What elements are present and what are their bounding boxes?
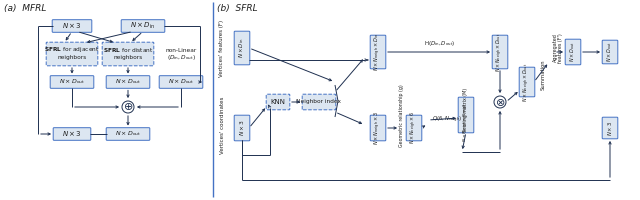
Text: $N \times N_{\rm neigh} \times D_{\rm in}$: $N \times N_{\rm neigh} \times D_{\rm in…: [373, 33, 383, 71]
Text: $N \times N_{\rm neigh} \times D_{\rm out}$: $N \times N_{\rm neigh} \times D_{\rm ou…: [522, 62, 532, 102]
FancyBboxPatch shape: [266, 94, 290, 110]
Text: $\otimes$: $\otimes$: [495, 97, 505, 108]
Text: $N \times N_{\rm neigh} \times D_{\rm out}$: $N \times N_{\rm neigh} \times D_{\rm ou…: [495, 32, 505, 72]
Text: $N \times D_{\rm out}$: $N \times D_{\rm out}$: [115, 78, 141, 86]
Text: $N \times 3$: $N \times 3$: [62, 21, 82, 30]
Text: $N \times 3$: $N \times 3$: [62, 130, 82, 138]
FancyBboxPatch shape: [53, 128, 91, 140]
Text: $N \times D_{\rm out}$: $N \times D_{\rm out}$: [568, 42, 577, 62]
Text: $N \times 3$: $N \times 3$: [238, 120, 246, 136]
Text: $\mathbf{SFRL}$ for adjacent: $\mathbf{SFRL}$ for adjacent: [44, 46, 100, 54]
Text: (b)  SFRL: (b) SFRL: [217, 4, 258, 13]
Text: Scoring matrix (M): Scoring matrix (M): [463, 88, 468, 132]
FancyBboxPatch shape: [602, 117, 618, 139]
FancyBboxPatch shape: [519, 67, 535, 97]
Text: $N \times D_{\rm in}$: $N \times D_{\rm in}$: [237, 38, 246, 58]
Text: Vertices' features (F): Vertices' features (F): [220, 19, 225, 77]
FancyBboxPatch shape: [106, 128, 150, 140]
Text: Vertices' coordinates: Vertices' coordinates: [220, 96, 225, 154]
FancyBboxPatch shape: [492, 35, 508, 69]
FancyBboxPatch shape: [458, 97, 474, 133]
Text: $\mathbf{SFRL}$ for distant: $\mathbf{SFRL}$ for distant: [103, 46, 153, 54]
Text: Summation: Summation: [541, 60, 545, 90]
Text: $N \times D_{\rm out}$: $N \times D_{\rm out}$: [605, 42, 614, 62]
Text: neighbors: neighbors: [113, 54, 143, 60]
Text: $\oplus$: $\oplus$: [123, 102, 133, 112]
FancyBboxPatch shape: [234, 31, 250, 65]
Text: $N \times N_{\rm neigh} \times 6$: $N \times N_{\rm neigh} \times 6$: [409, 112, 419, 144]
Text: $(D_{\rm in}, D_{\rm out})$: $(D_{\rm in}, D_{\rm out})$: [166, 53, 195, 62]
FancyBboxPatch shape: [46, 42, 98, 66]
Circle shape: [122, 101, 134, 113]
Text: neighbors: neighbors: [58, 54, 86, 60]
FancyBboxPatch shape: [52, 20, 92, 32]
Text: Aggregated
features (F'): Aggregated features (F'): [552, 33, 563, 63]
FancyBboxPatch shape: [234, 115, 250, 141]
FancyBboxPatch shape: [302, 94, 336, 110]
Text: $N \times N_{\rm neigh} \times N_{\rm neigh}$: $N \times N_{\rm neigh} \times N_{\rm ne…: [461, 102, 470, 142]
FancyBboxPatch shape: [50, 76, 94, 88]
Text: $\mathrm{H}(D_{\rm in}, D_{\rm out})$: $\mathrm{H}(D_{\rm in}, D_{\rm out})$: [424, 40, 456, 48]
FancyBboxPatch shape: [159, 76, 203, 88]
Text: Neighbor index: Neighbor index: [296, 99, 342, 104]
Text: $N \times 3$: $N \times 3$: [606, 120, 614, 136]
Text: $N \times D_{\rm in}$: $N \times D_{\rm in}$: [131, 21, 156, 31]
Text: non-Linear: non-Linear: [165, 48, 196, 53]
FancyBboxPatch shape: [102, 42, 154, 66]
FancyBboxPatch shape: [121, 20, 165, 32]
Circle shape: [494, 96, 506, 108]
FancyBboxPatch shape: [370, 35, 386, 69]
Text: $N \times D_{\rm out}$: $N \times D_{\rm out}$: [115, 130, 141, 138]
Text: $N \times D_{\rm out}$: $N \times D_{\rm out}$: [168, 78, 194, 86]
Text: $N \times N_{\rm neigh} \times 3$: $N \times N_{\rm neigh} \times 3$: [373, 111, 383, 145]
Text: Geometric relationship (g): Geometric relationship (g): [399, 85, 404, 147]
Text: $N \times D_{\rm out}$: $N \times D_{\rm out}$: [59, 78, 85, 86]
Text: $Q(6, N_{\rm neigh})$: $Q(6, N_{\rm neigh})$: [432, 115, 462, 125]
FancyBboxPatch shape: [370, 115, 386, 141]
FancyBboxPatch shape: [565, 39, 581, 65]
Text: (a)  MFRL: (a) MFRL: [4, 4, 46, 13]
FancyBboxPatch shape: [406, 115, 422, 141]
Text: KNN: KNN: [271, 99, 285, 105]
FancyBboxPatch shape: [106, 76, 150, 88]
FancyBboxPatch shape: [602, 40, 618, 64]
